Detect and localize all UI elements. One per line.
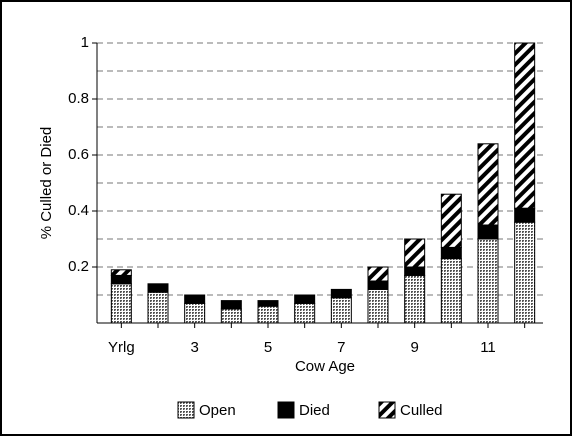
bar-segment (404, 266, 426, 276)
bar-segment (220, 308, 242, 324)
x-tick-label: 9 (410, 339, 418, 356)
x-axis-title: Cow Age (295, 358, 355, 375)
y-tick-label: 0.6 (68, 146, 89, 163)
bar-segment (294, 294, 316, 304)
bar-segment (440, 193, 462, 248)
bar-segment (367, 266, 389, 282)
x-tick-label: 5 (264, 339, 272, 356)
bar-segment (367, 280, 389, 290)
bar-segment (110, 269, 132, 276)
x-tick-label: 3 (190, 339, 198, 356)
y-tick-label: 0.2 (68, 258, 89, 275)
y-axis-title: % Culled or Died (38, 127, 55, 240)
bar-segment (514, 42, 536, 209)
x-tick-label: Yrlg (108, 339, 135, 356)
bar-segment (514, 207, 536, 223)
bar-segment (220, 300, 242, 310)
bar-segment (110, 283, 132, 324)
bar-segment (257, 300, 279, 307)
legend-swatch (177, 401, 195, 419)
bar-segment (514, 221, 536, 324)
x-tick-label: 11 (480, 339, 496, 356)
legend-label: Died (299, 402, 330, 419)
bar-segment (404, 274, 426, 324)
legend-label: Open (199, 402, 236, 419)
bar-segment (440, 258, 462, 324)
bar-segment (477, 224, 499, 240)
bar-segment (147, 291, 169, 324)
bar-segment (477, 238, 499, 324)
bar-segment (184, 302, 206, 324)
legend-swatch (277, 401, 295, 419)
legend-swatch (378, 401, 396, 419)
bar-segment (367, 288, 389, 324)
bar-segment (294, 302, 316, 324)
bar-segment (110, 274, 132, 285)
y-tick-label: 0.8 (68, 90, 89, 107)
bar-segment (184, 294, 206, 304)
bar-segment (257, 305, 279, 324)
bar-segment (330, 288, 352, 299)
y-tick-label: 1 (81, 34, 89, 51)
bar-segment (440, 246, 462, 260)
y-tick-label: 0.4 (68, 202, 89, 219)
bar-segment (477, 143, 499, 226)
legend-label: Culled (400, 402, 443, 419)
bar-segment (330, 297, 352, 324)
bar-segment (147, 283, 169, 293)
bar-segment (404, 238, 426, 268)
x-tick-label: 7 (337, 339, 345, 356)
